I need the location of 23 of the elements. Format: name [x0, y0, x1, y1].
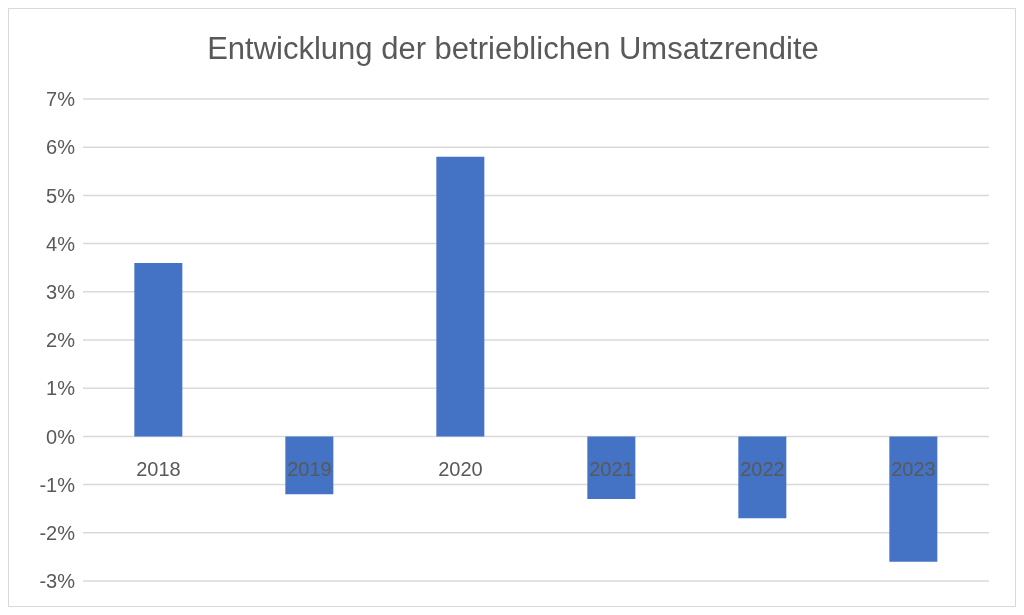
- bar: [587, 436, 636, 500]
- bar: [436, 156, 485, 437]
- x-tick-label: 2018: [136, 457, 181, 480]
- y-tick-label: 3%: [46, 280, 76, 303]
- y-tick-label: 2%: [46, 329, 76, 352]
- bar: [738, 436, 787, 519]
- bar: [889, 436, 938, 562]
- bar: [134, 262, 183, 437]
- y-tick-label: 6%: [46, 136, 76, 159]
- x-tick-label: 2021: [589, 457, 634, 480]
- y-tick-label: 7%: [46, 88, 76, 111]
- y-tick-label: 0%: [46, 425, 76, 448]
- x-tick-label: 2020: [438, 457, 483, 480]
- y-tick-label: 4%: [46, 232, 76, 255]
- x-tick-label: 2022: [740, 457, 785, 480]
- y-tick-label: 1%: [46, 377, 76, 400]
- chart-title: Entwicklung der betrieblichen Umsatzrendite: [206, 31, 820, 67]
- y-tick-label: -2%: [39, 521, 76, 544]
- y-tick-label: -1%: [39, 473, 76, 496]
- x-tick-label: 2023: [891, 457, 936, 480]
- y-tick-label: 5%: [46, 184, 76, 207]
- y-tick-label: -3%: [39, 570, 76, 593]
- x-tick-label: 2019: [287, 457, 332, 480]
